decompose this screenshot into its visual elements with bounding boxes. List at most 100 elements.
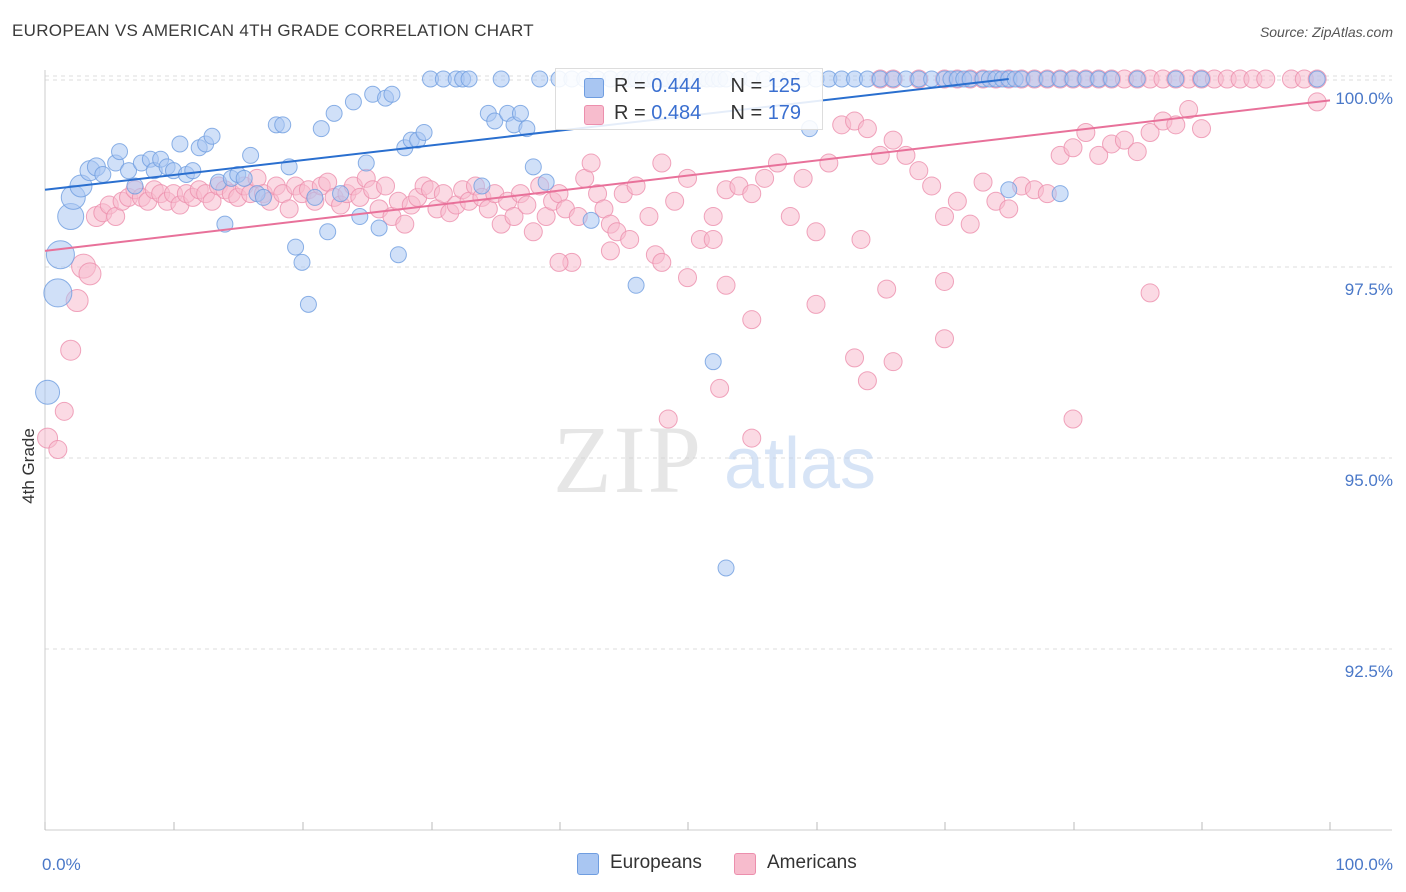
american-point: [767, 153, 787, 173]
american-point: [279, 199, 299, 219]
european-point: [511, 104, 529, 122]
legend-n-label: N =: [730, 102, 768, 124]
european-point: [524, 158, 542, 176]
european-point: [35, 379, 61, 405]
american-point: [935, 329, 954, 349]
x-tick-label: 100.0%: [1335, 855, 1393, 874]
legend-row-europeans: R = 0.444 N = 125: [614, 75, 801, 98]
european-point: [1051, 185, 1069, 203]
y-tick-label: 95.0%: [1345, 471, 1393, 490]
american-point: [857, 119, 877, 139]
american-point: [517, 195, 537, 215]
american-point: [60, 339, 82, 361]
american-point: [504, 207, 524, 227]
axes: [44, 70, 1392, 831]
american-point: [870, 145, 890, 165]
european-point: [242, 146, 260, 164]
european-point: [704, 353, 722, 371]
american-point: [883, 130, 903, 150]
watermark-zip: ZIP: [553, 406, 703, 513]
american-point: [1256, 69, 1276, 89]
american-point: [845, 348, 865, 368]
european-point: [473, 177, 491, 195]
european-point: [531, 70, 549, 88]
american-point: [742, 184, 762, 204]
american-point: [780, 207, 800, 227]
american-point: [1076, 122, 1096, 142]
american-point: [742, 428, 762, 448]
legend-n-value: 125: [767, 75, 802, 97]
european-point: [287, 238, 305, 256]
american-point: [678, 168, 697, 188]
european-point: [120, 162, 138, 180]
bottom-legend-swatch-americans: [734, 853, 756, 875]
american-point: [678, 268, 697, 288]
american-point: [620, 229, 640, 249]
american-point: [1063, 138, 1083, 158]
european-point: [1000, 181, 1018, 199]
european-point: [94, 166, 112, 183]
american-point: [703, 229, 723, 249]
european-point: [460, 70, 478, 88]
american-point: [935, 207, 954, 227]
y-tick-label: 100.0%: [1335, 89, 1393, 108]
european-point: [171, 135, 189, 153]
european-point: [351, 208, 369, 226]
european-point: [627, 276, 645, 294]
european-point: [312, 120, 330, 138]
american-point: [78, 262, 102, 286]
european-point: [43, 278, 73, 308]
american-point: [857, 371, 877, 391]
american-point: [947, 191, 967, 211]
european-point: [293, 253, 311, 271]
american-point: [935, 271, 954, 291]
european-point: [383, 85, 401, 103]
european-point: [274, 116, 292, 134]
chart-title: EUROPEAN VS AMERICAN 4TH GRADE CORRELATI…: [12, 21, 534, 40]
americans-trend-line: [44, 99, 1331, 252]
american-point: [1089, 145, 1109, 165]
legend-r-value: 0.444: [651, 75, 702, 97]
american-point: [1127, 142, 1147, 162]
american-point: [793, 168, 813, 188]
european-point: [325, 104, 343, 122]
american-point: [806, 294, 826, 314]
y-tick-label: 97.5%: [1345, 280, 1393, 299]
american-point: [755, 168, 775, 188]
american-point: [703, 207, 723, 227]
european-point: [332, 185, 350, 203]
american-point: [395, 214, 415, 234]
legend-swatch-europeans: [584, 78, 604, 98]
american-point: [523, 222, 543, 242]
legend-n-label: N =: [730, 75, 768, 97]
watermark: ZIP atlas: [553, 406, 876, 513]
european-point: [518, 120, 536, 138]
american-point: [1140, 283, 1160, 303]
american-point: [716, 275, 736, 295]
european-point: [582, 211, 600, 229]
american-point: [600, 241, 620, 261]
european-point: [126, 177, 144, 195]
american-point: [652, 153, 672, 173]
european-point: [319, 223, 337, 241]
source-label: Source: ZipAtlas.com: [1259, 24, 1393, 40]
american-point: [960, 214, 980, 234]
legend-n-value: 179: [767, 102, 802, 124]
american-point: [883, 352, 903, 372]
european-point: [45, 240, 75, 270]
american-point: [54, 401, 74, 421]
american-point: [1114, 130, 1134, 150]
european-point: [492, 70, 510, 88]
legend-r-label: R =: [614, 75, 652, 97]
european-point: [1193, 70, 1210, 88]
trend-lines: [44, 78, 1331, 252]
european-point: [486, 112, 504, 130]
y-axis-label: 4th Grade: [19, 428, 38, 504]
y-tick-label: 92.5%: [1345, 662, 1393, 681]
legend-row-americans: R = 0.484 N = 179: [614, 102, 801, 125]
european-point: [1308, 70, 1326, 88]
european-point: [254, 188, 272, 206]
european-point: [717, 559, 735, 577]
american-point: [48, 440, 68, 460]
